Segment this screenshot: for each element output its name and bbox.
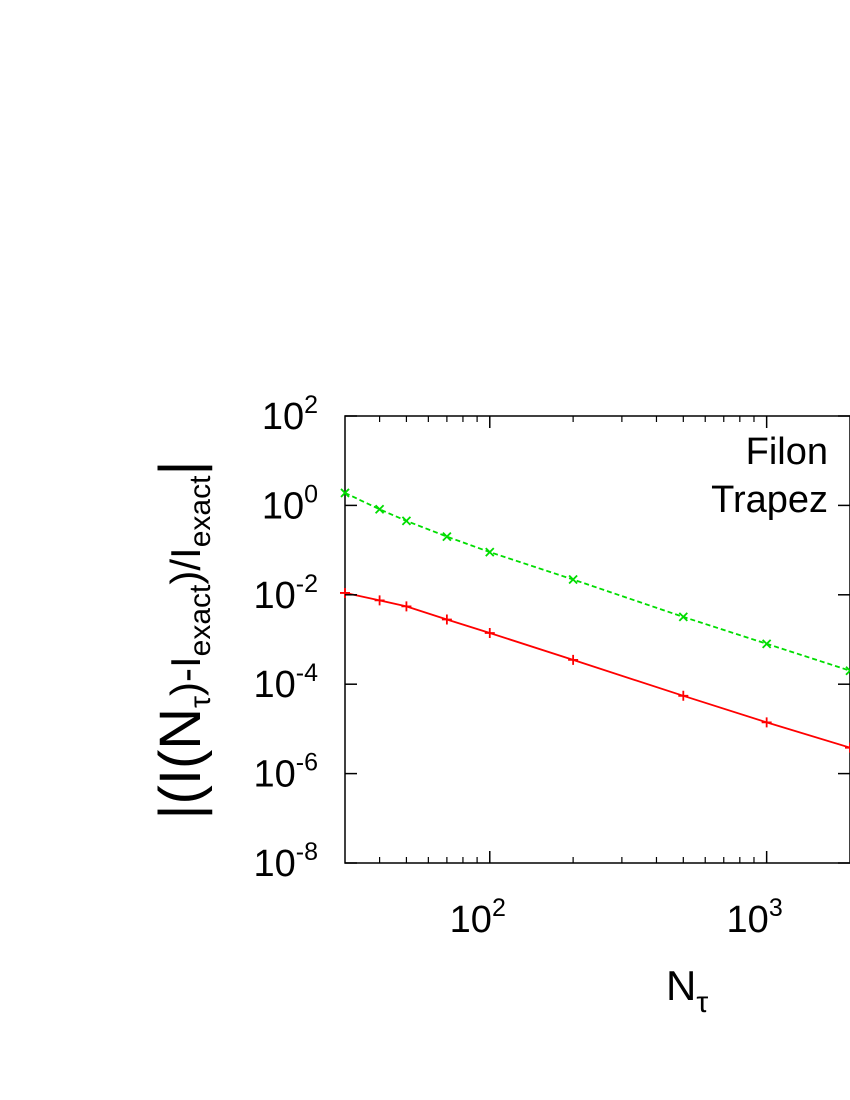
data-point-trapez [374,504,385,514]
x-axis-label: Nτ [666,962,708,1019]
y-axis-label: |(I(Nτ)-Iexact)/Iexact| [148,460,217,819]
x-tick-label: 102 [450,894,506,941]
data-point-filon [484,627,495,638]
x-tick-label: 103 [727,894,783,941]
series-line-filon [344,592,850,749]
data-point-filon [761,717,772,728]
y-tick-label: 10-4 [253,659,318,706]
data-point-filon [374,595,385,606]
data-point-filon [441,614,452,625]
data-point-trapez [568,574,578,585]
y-tick-label: 10-2 [253,570,318,617]
plot-border [344,415,850,864]
data-point-trapez [762,639,772,649]
y-tick-label: 102 [262,391,318,438]
data-point-filon [340,587,350,598]
plot-frame [344,415,850,864]
y-tick-label: 10-8 [253,838,318,885]
data-point-trapez [340,488,350,498]
data-point-trapez [845,666,850,676]
series-filon [340,587,850,753]
data-point-filon [845,742,850,753]
data-point-trapez [485,547,495,557]
legend: Filon Trapez [711,431,828,521]
data-point-filon [678,690,689,701]
series-layer [340,488,850,753]
series-trapez [340,488,850,676]
legend-label-trapez: Trapez [711,479,828,521]
legend-label-filon: Filon [746,431,828,473]
data-point-filon [568,654,579,665]
data-point-trapez [442,532,452,542]
y-tick-label: 100 [262,480,318,527]
data-point-trapez [401,516,412,526]
y-tick-label: 10-6 [253,749,318,796]
tick-layer: 102 100 10-2 10-4 10-6 10-8 102 103 [253,391,850,941]
data-point-filon [401,601,412,612]
data-point-trapez [678,612,688,622]
